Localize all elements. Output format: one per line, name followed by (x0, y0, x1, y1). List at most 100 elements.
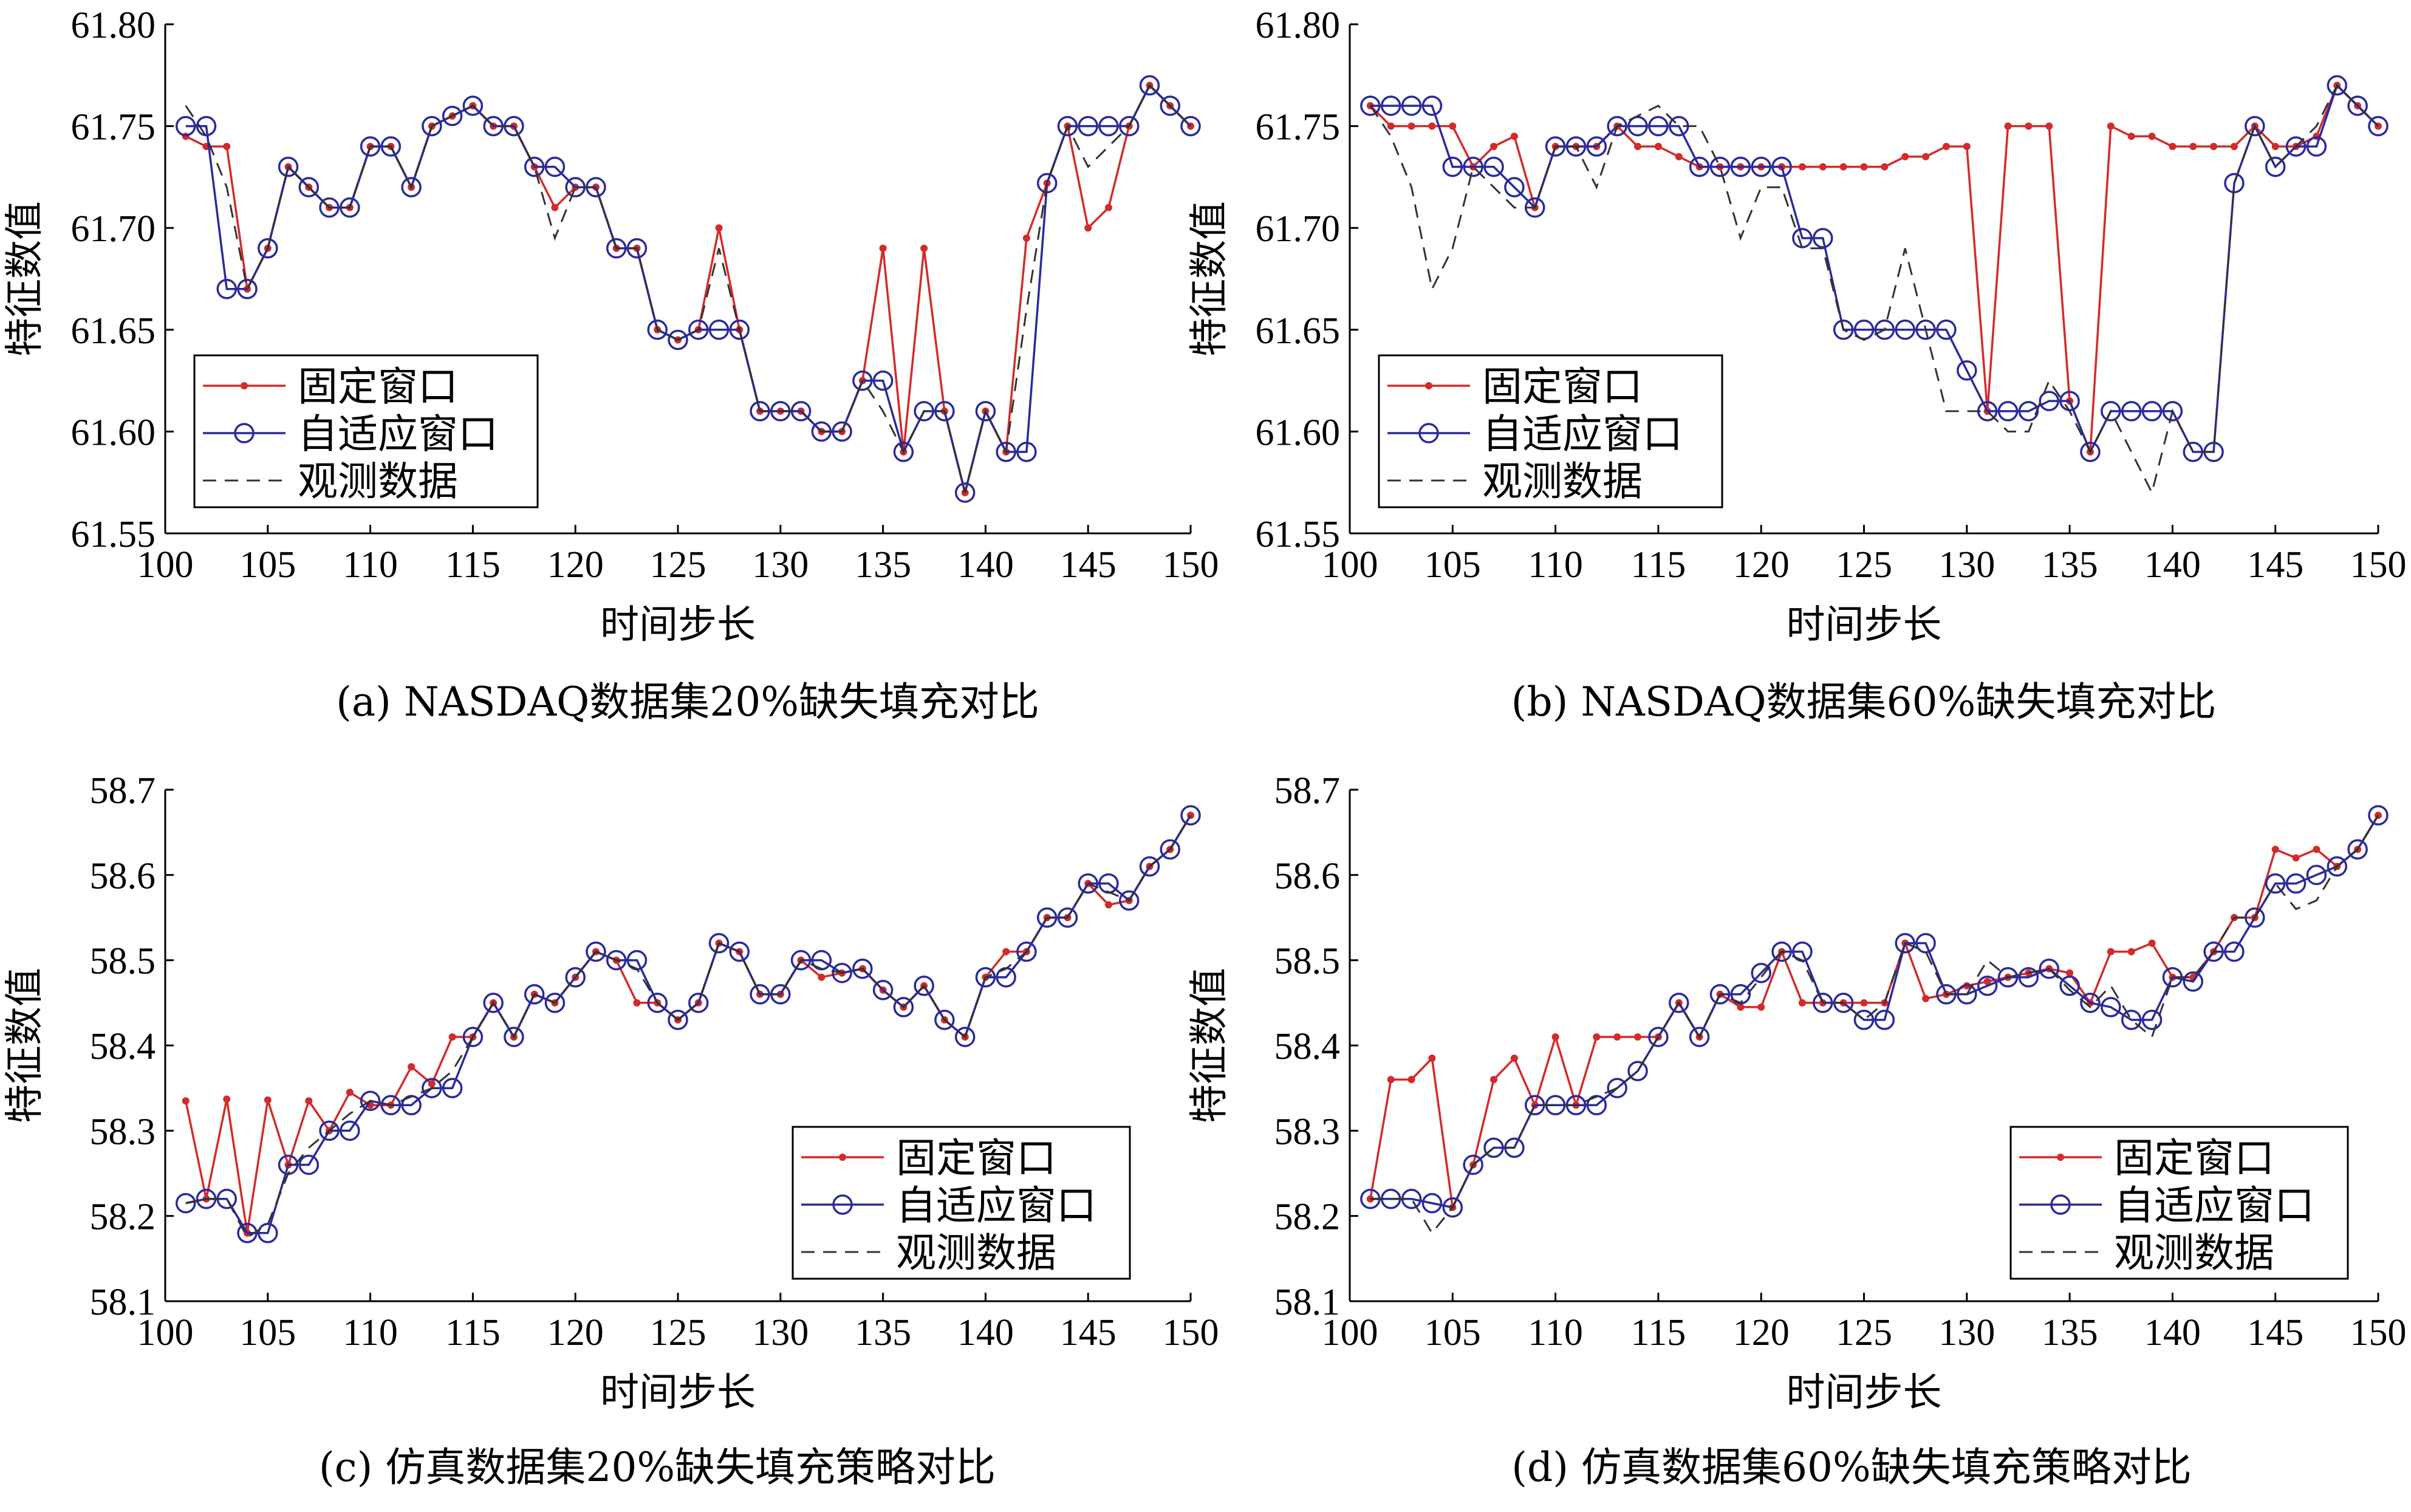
data-point-adaptive (1036, 907, 1058, 928)
legend-label-adaptive: 自适应窗口 (1482, 411, 1683, 457)
data-point-adaptive (258, 238, 278, 259)
data-point-fixed (1002, 948, 1010, 956)
data-point-adaptive (298, 1154, 320, 1175)
data-point-adaptive (2162, 401, 2183, 422)
data-point-fixed (1407, 1076, 1415, 1084)
data-point-adaptive (319, 197, 340, 218)
data-point-fixed (1983, 977, 1991, 985)
data-point-adaptive (1751, 156, 1771, 177)
data-point-adaptive (1833, 320, 1854, 340)
y-tick-label: 61.55 (71, 514, 156, 555)
data-point-adaptive (954, 482, 976, 503)
data-point-adaptive (524, 984, 545, 1005)
legend-label-fixed: 固定窗口 (896, 1135, 1056, 1182)
data-point-fixed (1104, 901, 1112, 909)
y-tick-label: 61.80 (71, 5, 156, 46)
data-point-adaptive (832, 962, 852, 983)
data-point-adaptive (586, 941, 606, 962)
legend-label-adaptive: 自适应窗口 (896, 1182, 1096, 1229)
x-tick-label: 125 (1836, 544, 1892, 586)
data-point-fixed (1104, 204, 1112, 211)
data-point-adaptive (729, 320, 750, 340)
data-point-fixed (2292, 854, 2300, 862)
series-observed (1369, 84, 2379, 496)
data-point-adaptive (401, 177, 422, 197)
x-tick-label: 150 (1163, 544, 1219, 586)
legend-box (193, 354, 539, 508)
data-point-adaptive (1078, 115, 1098, 137)
data-point-adaptive (975, 966, 996, 988)
data-point-adaptive (2141, 401, 2163, 422)
data-point-adaptive (1627, 1061, 1648, 1081)
data-point-adaptive (442, 1078, 463, 1098)
data-point-fixed (1654, 143, 1662, 151)
data-point-adaptive (1483, 156, 1504, 177)
data-point-adaptive (196, 115, 217, 137)
data-point-fixed (1922, 152, 1930, 160)
data-point-adaptive (2285, 136, 2307, 157)
data-point-adaptive (2368, 805, 2389, 826)
data-point-adaptive (647, 320, 668, 340)
data-point-adaptive (852, 370, 873, 391)
data-point-fixed (1593, 1033, 1601, 1041)
data-point-fixed (1634, 1033, 1642, 1041)
x-tick-label: 130 (1938, 1312, 1995, 1353)
data-point-fixed (2107, 122, 2115, 130)
x-tick-label: 110 (1528, 544, 1583, 586)
data-point-fixed (2107, 948, 2115, 956)
data-point-adaptive (1997, 401, 2019, 422)
data-point-adaptive (1648, 115, 1669, 137)
data-point-adaptive (544, 156, 566, 177)
data-point-fixed (1613, 1033, 1621, 1041)
data-point-fixed (1881, 163, 1889, 171)
panel-caption: (c) 仿真数据集20%缺失填充策略对比 (319, 1444, 996, 1491)
x-tick-label: 135 (2042, 544, 2098, 586)
data-point-adaptive (1607, 115, 1627, 137)
y-tick-label: 61.70 (71, 208, 156, 250)
x-tick-label: 150 (1163, 1312, 1219, 1353)
x-tick-label: 105 (1424, 1312, 1481, 1353)
data-point-adaptive (708, 320, 730, 340)
data-point-adaptive (1586, 136, 1607, 157)
data-point-adaptive (340, 1120, 360, 1141)
x-tick-label: 130 (752, 1312, 809, 1353)
legend-marker-adaptive (832, 1194, 853, 1215)
y-tick-label: 61.60 (1256, 412, 1341, 453)
x-tick-label: 110 (343, 544, 398, 586)
data-point-fixed (2045, 122, 2053, 130)
data-point-adaptive (2368, 115, 2389, 137)
data-point-adaptive (1936, 320, 1957, 340)
data-point-adaptive (1648, 1027, 1669, 1047)
y-axis-title: 特征数值 (2, 201, 47, 357)
x-tick-label: 125 (650, 1312, 706, 1353)
data-point-adaptive (1360, 95, 1381, 116)
data-point-adaptive (1118, 115, 1140, 137)
data-point-adaptive (422, 1078, 442, 1098)
data-point-adaptive (1730, 156, 1751, 177)
x-axis-title: 时间步长 (600, 1370, 756, 1415)
data-point-adaptive (2224, 941, 2245, 962)
x-tick-label: 130 (752, 544, 809, 586)
data-point-fixed (1675, 152, 1683, 160)
data-point-adaptive (1874, 320, 1895, 340)
x-tick-label: 140 (2144, 1312, 2201, 1353)
data-point-adaptive (1895, 932, 1915, 954)
data-point-fixed (2169, 143, 2177, 151)
y-tick-label: 58.7 (1274, 770, 1341, 812)
x-tick-label: 100 (137, 544, 194, 586)
x-tick-label: 145 (2247, 1312, 2303, 1353)
data-point-adaptive (1771, 156, 1792, 177)
data-point-adaptive (237, 279, 258, 299)
data-point-adaptive (2059, 976, 2080, 996)
data-point-adaptive (2347, 95, 2368, 116)
panel-caption: (a) NASDAQ数据集20%缺失填充对比 (336, 679, 1039, 725)
data-point-adaptive (914, 401, 934, 422)
data-point-adaptive (278, 156, 299, 177)
legend-box (2009, 1126, 2349, 1280)
data-point-fixed (2004, 122, 2012, 130)
data-point-fixed (633, 999, 641, 1007)
data-point-adaptive (380, 136, 402, 157)
data-point-adaptive (319, 1120, 340, 1141)
legend-label-observed: 观测数据 (1482, 458, 1643, 505)
